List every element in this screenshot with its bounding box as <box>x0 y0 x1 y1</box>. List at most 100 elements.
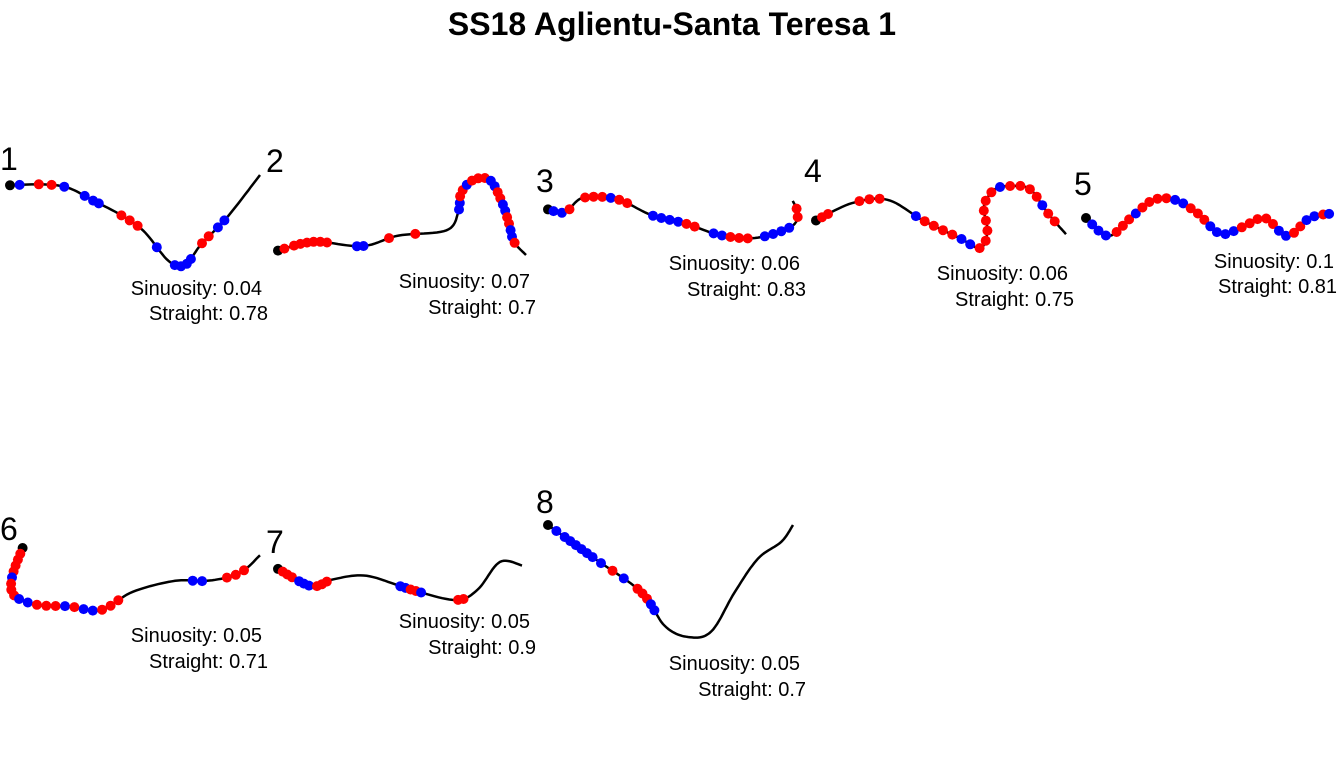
curve-point-1-3 <box>59 181 70 192</box>
curve-point-1-10 <box>151 242 162 253</box>
curve-point-5-15 <box>1199 214 1210 225</box>
curve-point-3-4 <box>588 191 599 202</box>
curve-point-3-15 <box>708 228 719 239</box>
panel-1: 1 Sinuosity: 0.04 Straight: 0.78 <box>0 141 268 325</box>
curve-point-4-19 <box>995 182 1005 192</box>
curve-point-3-14 <box>689 221 700 232</box>
curve-point-4-21 <box>1015 180 1026 191</box>
curve-point-5-16 <box>1205 221 1216 232</box>
curve-point-7-5 <box>304 580 314 591</box>
panel-number-4: 4 <box>804 153 822 189</box>
panel-number-5: 5 <box>1074 166 1092 202</box>
curve-point-2-10 <box>410 228 421 239</box>
curve-point-3-21 <box>768 229 779 239</box>
panel-8: 8 Sinuosity: 0.05 Straight: 0.7 <box>536 484 806 701</box>
panel-number-1: 1 <box>0 141 18 177</box>
curve-point-3-7 <box>614 194 625 205</box>
straight-label-5: Straight: 0.81 <box>1218 276 1337 298</box>
sinuosity-label-1: Sinuosity: 0.04 <box>131 278 262 300</box>
curve-point-6-22 <box>221 572 232 583</box>
curve-point-4-5 <box>910 211 921 222</box>
curve-point-6-23 <box>230 569 241 580</box>
curve-point-2-0 <box>279 243 290 254</box>
start-point-5 <box>1081 213 1091 223</box>
route-line-8 <box>547 523 795 639</box>
curve-point-6-13 <box>60 601 70 612</box>
curve-point-5-11 <box>1170 194 1181 205</box>
sinuosity-label-4: Sinuosity: 0.06 <box>937 263 1068 285</box>
sinuosity-label-8: Sinuosity: 0.05 <box>669 653 800 675</box>
straight-label-2: Straight: 0.7 <box>428 297 536 319</box>
curve-point-8-6 <box>587 552 598 563</box>
curve-point-3-17 <box>725 232 736 242</box>
curve-point-5-24 <box>1268 219 1278 229</box>
curve-point-5-1 <box>1093 225 1104 236</box>
curve-point-8-8 <box>607 565 618 576</box>
curve-point-1-1 <box>33 179 44 190</box>
curve-point-7-8 <box>321 576 332 587</box>
curve-point-5-30 <box>1309 211 1320 222</box>
panel-number-8: 8 <box>536 484 554 520</box>
curve-point-3-2 <box>564 204 575 215</box>
curve-point-1-15 <box>197 238 207 249</box>
curve-point-3-11 <box>664 214 675 225</box>
curve-point-3-13 <box>681 218 692 229</box>
curve-point-3-23 <box>784 222 795 233</box>
curve-point-1-17 <box>212 222 223 233</box>
curve-point-7-13 <box>416 587 427 598</box>
curve-point-6-20 <box>187 575 198 586</box>
curve-point-6-17 <box>97 604 108 615</box>
curve-point-5-28 <box>1295 221 1306 232</box>
curve-point-5-26 <box>1281 230 1291 241</box>
sinuosity-label-7: Sinuosity: 0.05 <box>399 611 530 633</box>
sinuosity-label-3: Sinuosity: 0.06 <box>669 253 800 275</box>
curve-point-5-29 <box>1301 215 1312 226</box>
sinuosity-label-5: Sinuosity: 0.1 <box>1214 251 1334 273</box>
curve-point-3-16 <box>717 230 727 241</box>
curve-point-5-14 <box>1192 208 1203 219</box>
curve-point-4-1 <box>823 209 833 219</box>
curve-point-3-3 <box>580 192 591 203</box>
curve-point-1-4 <box>79 190 90 201</box>
curve-point-3-25 <box>791 203 802 214</box>
curve-point-1-16 <box>203 231 214 242</box>
panel-3: 3 Sinuosity: 0.06 Straight: 0.83 <box>536 163 806 301</box>
route-line-4 <box>815 184 1067 250</box>
curve-point-1-18 <box>219 215 230 226</box>
curve-point-4-18 <box>986 187 997 198</box>
straight-label-1: Straight: 0.78 <box>149 303 268 325</box>
curve-point-4-8 <box>938 225 948 236</box>
curve-point-5-27 <box>1289 227 1299 238</box>
curve-point-3-18 <box>734 233 745 243</box>
panel-7: 7 Sinuosity: 0.05 Straight: 0.9 <box>266 524 536 659</box>
straight-label-3: Straight: 0.83 <box>687 279 806 301</box>
curve-point-5-7 <box>1137 202 1148 213</box>
curve-point-1-6 <box>93 198 104 209</box>
panel-6: 6 Sinuosity: 0.05 Straight: 0.71 <box>0 511 268 673</box>
curve-point-4-11 <box>965 239 976 250</box>
curve-point-4-9 <box>947 229 958 240</box>
curve-point-6-8 <box>14 594 25 604</box>
curve-point-5-13 <box>1185 203 1196 214</box>
curve-point-5-18 <box>1220 229 1231 240</box>
straight-label-8: Straight: 0.7 <box>698 679 806 701</box>
curve-point-6-18 <box>105 600 116 611</box>
curve-point-8-9 <box>618 573 629 584</box>
chart-title: SS18 Aglientu-Santa Teresa 1 <box>447 6 897 42</box>
curve-point-3-1 <box>556 207 567 218</box>
curve-point-5-20 <box>1236 222 1247 233</box>
curve-point-3-9 <box>648 210 658 221</box>
curve-point-7-15 <box>458 594 469 604</box>
straight-label-4: Straight: 0.75 <box>955 289 1074 311</box>
curve-point-4-24 <box>1037 200 1048 211</box>
curve-point-5-25 <box>1273 225 1284 236</box>
curve-point-5-32 <box>1324 208 1335 219</box>
curve-point-5-17 <box>1211 227 1222 238</box>
curve-point-5-9 <box>1152 193 1163 204</box>
curve-point-4-4 <box>874 193 885 204</box>
curve-point-4-13 <box>980 235 991 246</box>
curve-point-5-19 <box>1228 226 1239 237</box>
curve-point-5-2 <box>1100 230 1111 241</box>
curve-point-5-3 <box>1111 227 1122 237</box>
curve-point-3-20 <box>759 231 770 242</box>
